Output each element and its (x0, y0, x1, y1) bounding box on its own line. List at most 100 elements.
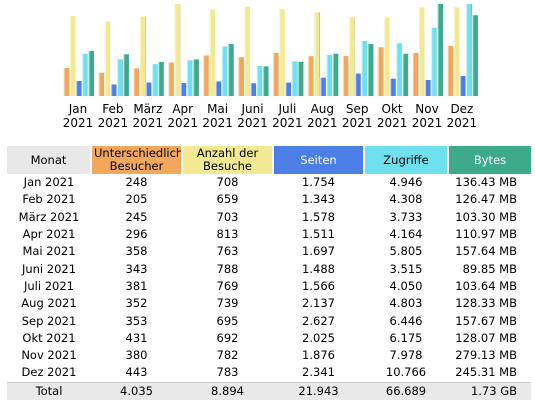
cell-visitors: 205 (125, 192, 148, 207)
bar-hits-2 (151, 64, 158, 96)
bar-hits-1 (116, 59, 123, 96)
cell-pages: 2.025 (302, 330, 335, 345)
x-tick-label: 2021 (272, 116, 303, 130)
bar-visitors-9 (377, 47, 384, 96)
cell-bandwidth: 157.67 MB (455, 313, 517, 328)
bar-visits-2 (139, 16, 146, 97)
bar-hits-10 (430, 27, 437, 97)
cell-visitors: 353 (125, 313, 148, 328)
bar-visitors-6 (272, 52, 279, 96)
bar-visits-9 (383, 17, 390, 96)
cell-visitors: 352 (125, 296, 148, 311)
cell-visits: 708 (216, 175, 239, 190)
cell-bandwidth: 128.33 MB (455, 296, 517, 311)
total-hits: 66.689 (364, 381, 448, 400)
header-month: Monat (7, 146, 92, 174)
x-tick-label: 2021 (377, 116, 408, 130)
bar-visitors-1 (97, 72, 105, 96)
cell-visits: 703 (216, 209, 239, 224)
cell-visitors: 343 (125, 261, 148, 276)
x-tick-label: Okt (382, 102, 403, 116)
total-visitors: 4.035 (91, 381, 182, 400)
x-tick-label: 2021 (447, 116, 478, 130)
table-row: Apr 2021 296 813 1.511 4.164 110.97 MB (7, 226, 531, 243)
monthly-bar-chart: Jan2021Feb2021März2021Apr2021Mai2021Juni… (63, 4, 478, 130)
cell-visitors: 248 (125, 175, 148, 190)
chart-bars (63, 4, 478, 97)
cell-visits: 813 (216, 227, 239, 242)
cell-month: Apr 2021 (22, 227, 76, 242)
bar-hits-8 (360, 40, 367, 96)
total-row: Total 4.035 8.894 21.943 66.689 1.73 GB (7, 381, 531, 400)
cell-visits: 659 (216, 192, 239, 207)
cell-month: Dez 2021 (21, 365, 77, 380)
cell-month: Aug 2021 (21, 296, 77, 311)
bar-pages-3 (180, 83, 187, 96)
total-visits: 8.894 (182, 381, 273, 400)
table-row: Nov 2021 380 782 1.876 7.978 279.13 MB (7, 347, 531, 364)
cell-month: Jan 2021 (23, 175, 75, 190)
x-tick-label: 2021 (237, 116, 268, 130)
cell-bandwidth: 103.64 MB (455, 278, 517, 293)
x-tick-label: 2021 (342, 116, 373, 130)
table-row: Feb 2021 205 659 1.343 4.308 126.47 MB (7, 191, 531, 208)
cell-bandwidth: 136.43 MB (455, 175, 517, 190)
cell-visits: 692 (216, 330, 239, 345)
table-header: Monat Unterschiedliche Besucher Anzahl d… (7, 146, 531, 174)
x-tick-label: 2021 (98, 116, 129, 130)
table-row: Juni 2021 343 788 1.488 3.515 89.85 MB (7, 260, 531, 277)
cell-month: Juni 2021 (21, 261, 77, 276)
total-pages: 21.943 (273, 381, 364, 400)
table-row: Jan 2021 248 708 1.754 4.946 136.43 MB (7, 174, 531, 191)
x-tick-label: Mai (207, 102, 228, 116)
bar-hits-9 (395, 43, 402, 96)
cell-bandwidth: 103.30 MB (455, 209, 517, 224)
bar-visitors-3 (167, 62, 174, 96)
bar-pages-0 (75, 81, 82, 96)
cell-visits: 695 (216, 313, 239, 328)
x-tick-label: 2021 (307, 116, 338, 130)
header-bandwidth: Bytes (448, 146, 531, 174)
cell-hits: 4.308 (389, 192, 423, 207)
bar-bandwidth-3 (192, 59, 199, 96)
bar-hits-4 (221, 46, 228, 96)
bar-visits-3 (173, 4, 181, 96)
cell-month: Okt 2021 (22, 330, 76, 345)
bar-visits-4 (208, 9, 215, 96)
bar-pages-11 (459, 75, 466, 96)
cell-pages: 1.578 (302, 209, 335, 224)
cell-pages: 1.566 (302, 278, 335, 293)
cell-bandwidth: 128.07 MB (455, 330, 517, 345)
bar-hits-6 (291, 61, 298, 96)
bar-visitors-8 (342, 56, 349, 96)
cell-bandwidth: 279.13 MB (455, 348, 517, 363)
cell-hits: 7.978 (389, 348, 423, 363)
total-bandwidth: 1.73 GB (448, 381, 531, 400)
bar-visits-5 (243, 6, 250, 97)
x-tick-label: 2021 (133, 116, 164, 130)
cell-visitors: 245 (125, 209, 148, 224)
bar-pages-8 (354, 73, 361, 96)
table-row: Sep 2021 353 695 2.627 6.446 157.67 MB (7, 312, 531, 329)
bar-visits-1 (104, 21, 111, 96)
bar-pages-9 (389, 78, 396, 96)
x-tick-label: 2021 (167, 116, 198, 130)
bar-bandwidth-4 (227, 44, 234, 96)
x-tick-label: Apr (172, 102, 193, 116)
cell-bandwidth: 126.47 MB (455, 192, 517, 207)
table-row: Mai 2021 358 763 1.697 5.805 157.64 MB (7, 243, 531, 260)
x-tick-label: Nov (415, 102, 438, 116)
bar-visits-7 (313, 12, 320, 96)
header-hits: Zugriffe (364, 146, 449, 174)
bar-visitors-4 (202, 55, 209, 96)
x-tick-label: 2021 (202, 116, 233, 130)
cell-visitors: 380 (125, 348, 148, 363)
bar-bandwidth-1 (122, 54, 129, 96)
cell-pages: 1.511 (302, 227, 335, 242)
x-tick-label: März (133, 102, 162, 116)
cell-month: März 2021 (18, 209, 80, 224)
total-month: Total (7, 381, 91, 400)
header-visits: Anzahl der Besuche (182, 146, 274, 174)
x-tick-label: 2021 (63, 116, 94, 130)
cell-hits: 4.803 (389, 296, 423, 311)
